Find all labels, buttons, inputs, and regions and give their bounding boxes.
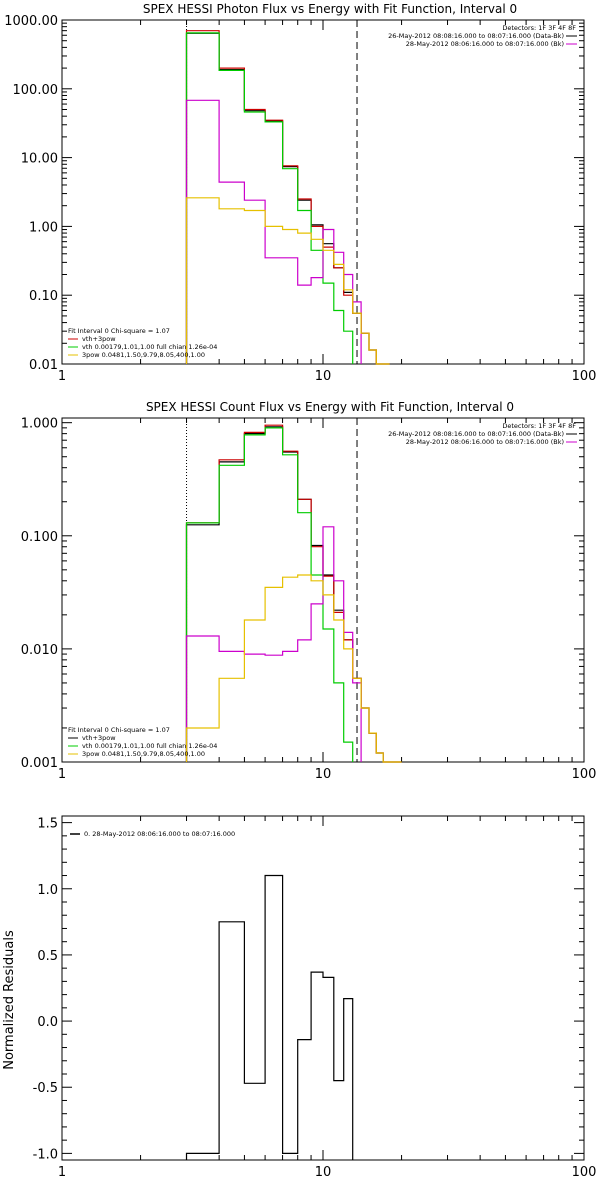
fit-vth-label: vth 0.00179,1.01,1.00 full chian 1.26e-0… (82, 742, 217, 750)
photon-flux-axes: 1 10 100 0.01 0.10 1.00 10.00 100.00 1000.00 (4, 14, 596, 384)
residuals-plot-frame (61, 815, 585, 1161)
info-data-interval: 26-May-2012 08:08:16.000 to 08:07:16.000… (388, 430, 564, 438)
x-tick-label: 10 (315, 767, 332, 782)
y-tick-label: 0.010 (21, 643, 58, 658)
photon-flux-plot-frame (61, 19, 585, 365)
y-tick-label: -0.5 (33, 1081, 58, 1096)
x-tick-label: 1 (58, 1165, 66, 1180)
y-tick-label: 1.0 (37, 883, 58, 898)
y-tick-label: -1.0 (33, 1147, 58, 1162)
x-tick-label: 1 (58, 369, 66, 384)
y-tick-label: 0.0 (37, 1015, 58, 1030)
series-line-0 (185, 32, 390, 365)
residuals-y-axis-label: Normalized Residuals (2, 930, 17, 1070)
series-line-3 (185, 99, 362, 364)
residuals-legend-label: 0. 28-May-2012 08:06:16.000 to 08:07:16.… (84, 830, 235, 838)
fit-chi-square: Fit Interval 0 Chi-square = 1.07 (68, 726, 170, 734)
fit-chi-square: Fit Interval 0 Chi-square = 1.07 (68, 327, 170, 335)
fit-total-label: vth+3pow (82, 335, 116, 343)
y-tick-label: 1.5 (37, 817, 58, 832)
x-tick-label: 10 (315, 369, 332, 384)
count-flux-title: SPEX HESSI Count Flux vs Energy with Fit… (146, 400, 514, 414)
info-background-interval: 28-May-2012 08:06:16.000 to 08:07:16.000… (406, 40, 564, 48)
x-tick-label: 100 (572, 369, 597, 384)
fit-3pow-label: 3pow 0.0481,1.50,9.79,8.05,400,1.00 (82, 351, 205, 359)
y-tick-label: 1000.00 (4, 14, 58, 29)
y-tick-label: 0.100 (21, 530, 58, 545)
info-background-interval: 28-May-2012 08:06:16.000 to 08:07:16.000… (406, 438, 564, 446)
x-tick-label: 10 (315, 1165, 332, 1180)
y-tick-label: 0.5 (37, 949, 58, 964)
photon-flux-fit-legend: Fit Interval 0 Chi-square = 1.07 vth+3po… (68, 327, 217, 359)
count-flux-axes: 1 10 100 0.001 0.010 0.100 1.000 (21, 417, 597, 782)
y-tick-label: 0.001 (21, 756, 58, 771)
series-line-2 (185, 32, 354, 364)
fit-vth-label: vth 0.00179,1.01,1.00 full chian 1.26e-0… (82, 343, 217, 351)
x-tick-label: 1 (58, 767, 66, 782)
series-line-3 (185, 526, 362, 762)
photon-flux-panel: SPEX HESSI Photon Flux vs Energy with Fi… (4, 2, 596, 384)
x-tick-label: 100 (572, 1165, 597, 1180)
y-tick-label: 1.00 (29, 220, 58, 235)
fit-3pow-label: 3pow 0.0481,1.50,9.79,8.05,400,1.00 (82, 750, 205, 758)
count-flux-series (185, 424, 402, 763)
y-tick-label: 0.01 (29, 358, 58, 373)
count-flux-fit-legend: Fit Interval 0 Chi-square = 1.07 vth+3po… (68, 726, 217, 758)
series-line-0 (185, 874, 354, 1160)
series-line-4 (185, 574, 402, 763)
residuals-series (185, 874, 354, 1160)
fit-total-label: vth+3pow (82, 734, 116, 742)
photon-flux-series (185, 30, 390, 365)
count-flux-info-box: Detectors: 1F 3F 4F 8F 26-May-2012 08:08… (388, 422, 577, 446)
info-detectors: Detectors: 1F 3F 4F 8F (502, 422, 576, 430)
residuals-axes: 1 10 100 -1.0 -0.5 0.0 0.5 1.0 1.5 (33, 816, 597, 1180)
count-flux-panel: SPEX HESSI Count Flux vs Energy with Fit… (21, 400, 597, 782)
photon-flux-title: SPEX HESSI Photon Flux vs Energy with Fi… (143, 2, 517, 16)
info-data-interval: 26-May-2012 08:08:16.000 to 08:07:16.000… (388, 32, 564, 40)
y-tick-label: 0.10 (29, 289, 58, 304)
y-tick-label: 100.00 (13, 83, 59, 98)
residuals-panel: 1 10 100 -1.0 -0.5 0.0 0.5 1.0 1.5 Normalized Re… (2, 815, 597, 1180)
y-tick-label: 10.00 (21, 152, 58, 167)
photon-flux-info-box: Detectors: 1F 3F 4F 8F 26-May-2012 08:08… (388, 24, 577, 48)
series-line-4 (185, 197, 390, 365)
series-line-2 (185, 427, 354, 762)
y-tick-label: 1.000 (21, 417, 58, 432)
info-detectors: Detectors: 1F 3F 4F 8F (502, 24, 576, 32)
x-tick-label: 100 (572, 767, 597, 782)
